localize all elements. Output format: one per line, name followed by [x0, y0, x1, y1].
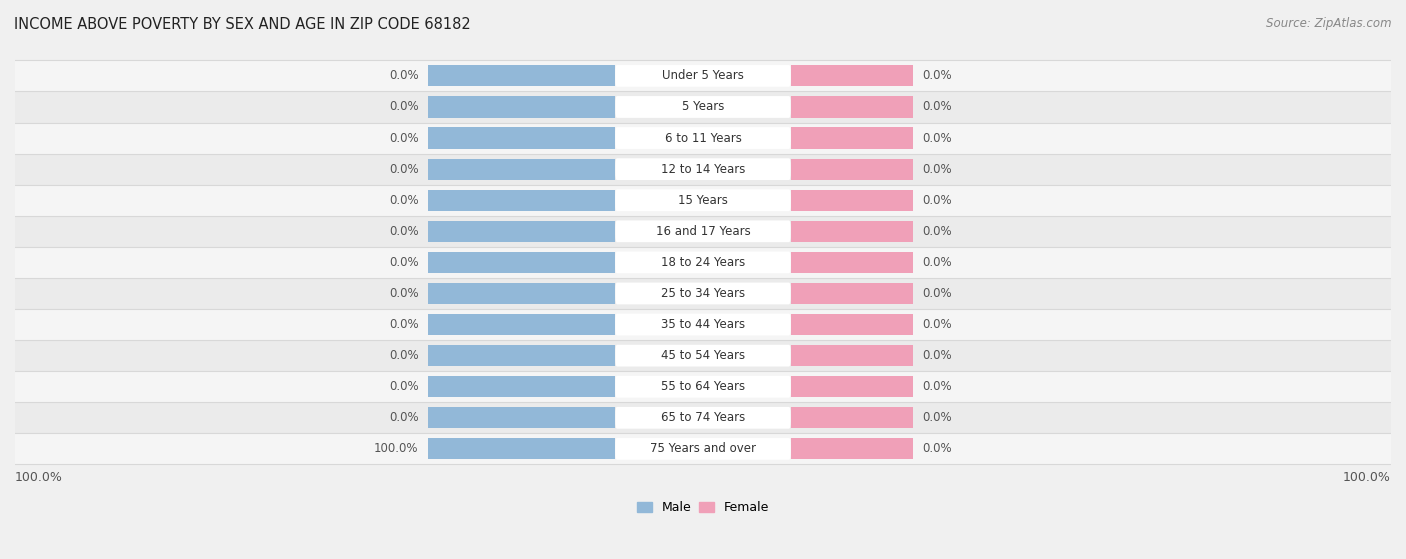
Bar	[427, 376, 616, 397]
Bar	[790, 190, 912, 211]
Bar	[427, 190, 616, 211]
Bar	[15, 340, 1391, 371]
FancyBboxPatch shape	[616, 65, 790, 87]
Bar	[790, 345, 912, 366]
Bar	[790, 127, 912, 149]
Text: 0.0%: 0.0%	[922, 287, 952, 300]
FancyBboxPatch shape	[616, 127, 790, 149]
FancyBboxPatch shape	[616, 158, 790, 180]
Bar	[790, 159, 912, 179]
Bar	[427, 408, 616, 428]
Bar	[427, 159, 616, 179]
Text: Source: ZipAtlas.com: Source: ZipAtlas.com	[1267, 17, 1392, 30]
Bar	[15, 433, 1391, 465]
Text: 65 to 74 Years: 65 to 74 Years	[661, 411, 745, 424]
Bar	[15, 247, 1391, 278]
FancyBboxPatch shape	[616, 438, 790, 459]
Bar	[790, 376, 912, 397]
Bar	[15, 216, 1391, 247]
Bar	[427, 314, 616, 335]
Bar	[15, 402, 1391, 433]
Text: Under 5 Years: Under 5 Years	[662, 69, 744, 82]
Bar	[427, 345, 616, 366]
Text: 100.0%: 100.0%	[15, 471, 63, 484]
Text: 0.0%: 0.0%	[389, 69, 419, 82]
Text: 0.0%: 0.0%	[922, 69, 952, 82]
Text: 0.0%: 0.0%	[389, 101, 419, 113]
Text: 0.0%: 0.0%	[389, 411, 419, 424]
Text: 0.0%: 0.0%	[922, 380, 952, 393]
Text: 0.0%: 0.0%	[922, 349, 952, 362]
Text: 0.0%: 0.0%	[922, 442, 952, 456]
Bar	[15, 122, 1391, 154]
Bar	[15, 371, 1391, 402]
Bar	[427, 252, 616, 273]
Bar	[15, 309, 1391, 340]
Text: 0.0%: 0.0%	[922, 194, 952, 207]
FancyBboxPatch shape	[616, 345, 790, 367]
Legend: Male, Female: Male, Female	[637, 501, 769, 514]
Bar	[790, 65, 912, 87]
Bar	[790, 314, 912, 335]
Text: 0.0%: 0.0%	[922, 256, 952, 269]
Text: 0.0%: 0.0%	[389, 349, 419, 362]
Text: 16 and 17 Years: 16 and 17 Years	[655, 225, 751, 238]
Text: 35 to 44 Years: 35 to 44 Years	[661, 318, 745, 331]
FancyBboxPatch shape	[616, 220, 790, 242]
FancyBboxPatch shape	[616, 376, 790, 397]
Text: 0.0%: 0.0%	[922, 131, 952, 145]
Text: 0.0%: 0.0%	[389, 287, 419, 300]
Bar	[790, 438, 912, 459]
Bar	[427, 65, 616, 87]
Bar	[790, 96, 912, 117]
Text: 0.0%: 0.0%	[922, 411, 952, 424]
Text: INCOME ABOVE POVERTY BY SEX AND AGE IN ZIP CODE 68182: INCOME ABOVE POVERTY BY SEX AND AGE IN Z…	[14, 17, 471, 32]
Text: 0.0%: 0.0%	[922, 225, 952, 238]
Bar	[15, 154, 1391, 184]
Text: 0.0%: 0.0%	[389, 256, 419, 269]
FancyBboxPatch shape	[616, 190, 790, 211]
Text: 100.0%: 100.0%	[374, 442, 419, 456]
Text: 25 to 34 Years: 25 to 34 Years	[661, 287, 745, 300]
Bar	[790, 283, 912, 304]
Bar	[15, 278, 1391, 309]
Bar	[790, 408, 912, 428]
Text: 18 to 24 Years: 18 to 24 Years	[661, 256, 745, 269]
Text: 0.0%: 0.0%	[389, 380, 419, 393]
Text: 12 to 14 Years: 12 to 14 Years	[661, 163, 745, 176]
Text: 0.0%: 0.0%	[389, 194, 419, 207]
Text: 6 to 11 Years: 6 to 11 Years	[665, 131, 741, 145]
FancyBboxPatch shape	[616, 252, 790, 273]
Bar	[790, 221, 912, 242]
FancyBboxPatch shape	[616, 314, 790, 335]
Bar	[427, 221, 616, 242]
Text: 0.0%: 0.0%	[922, 318, 952, 331]
FancyBboxPatch shape	[616, 283, 790, 304]
Text: 100.0%: 100.0%	[1343, 471, 1391, 484]
Text: 45 to 54 Years: 45 to 54 Years	[661, 349, 745, 362]
Bar	[427, 127, 616, 149]
Text: 0.0%: 0.0%	[389, 163, 419, 176]
Text: 75 Years and over: 75 Years and over	[650, 442, 756, 456]
Text: 0.0%: 0.0%	[389, 318, 419, 331]
Bar	[427, 96, 616, 117]
Bar	[427, 283, 616, 304]
Text: 0.0%: 0.0%	[389, 225, 419, 238]
Text: 55 to 64 Years: 55 to 64 Years	[661, 380, 745, 393]
Bar	[15, 92, 1391, 122]
Text: 0.0%: 0.0%	[922, 163, 952, 176]
Bar	[427, 438, 616, 459]
FancyBboxPatch shape	[616, 407, 790, 429]
Text: 5 Years: 5 Years	[682, 101, 724, 113]
Bar	[15, 184, 1391, 216]
Text: 0.0%: 0.0%	[389, 131, 419, 145]
FancyBboxPatch shape	[616, 96, 790, 118]
Bar	[15, 60, 1391, 92]
Text: 15 Years: 15 Years	[678, 194, 728, 207]
Bar	[790, 252, 912, 273]
Text: 0.0%: 0.0%	[922, 101, 952, 113]
